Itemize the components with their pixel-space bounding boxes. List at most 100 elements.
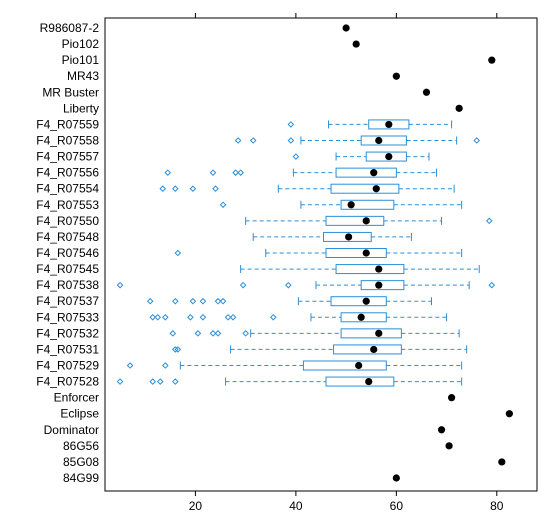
median-dot [362, 249, 370, 257]
box-f4_r07550 [245, 215, 493, 226]
outlier-point [214, 330, 222, 337]
category-label: F4_R07537 [36, 294, 99, 308]
category-label: R986087-2 [40, 21, 100, 35]
category-label: Pio101 [62, 53, 100, 67]
data-point-eclipse [505, 410, 513, 418]
category-label: 86G56 [63, 439, 99, 453]
category-label: 84G99 [63, 471, 99, 485]
outlier-point [212, 185, 219, 193]
data-point-mr43 [392, 72, 400, 80]
box-rect [335, 264, 405, 275]
outlier-point [172, 346, 179, 353]
median-dot [355, 361, 363, 370]
category-label: F4_R07531 [36, 342, 99, 356]
category-label: F4_R07557 [36, 150, 99, 164]
outlier-point [146, 297, 154, 305]
outlier-point [189, 297, 197, 305]
outlier-point [161, 362, 169, 369]
category-label: F4_R07546 [36, 246, 99, 260]
outlier-point [174, 249, 182, 257]
axes: 20 40 60 80 [104, 13, 538, 513]
outlier-point [199, 313, 207, 321]
outlier-point [232, 169, 239, 176]
box-f4_r07558 [234, 135, 481, 146]
data-point-85g08 [498, 458, 506, 466]
outlier-point [229, 313, 237, 321]
data-point-86g56 [445, 442, 453, 450]
data-point-dominator [437, 426, 446, 434]
box-f4_r07528 [116, 376, 463, 387]
box-f4_r07533 [149, 312, 448, 323]
outlier-point [174, 346, 182, 353]
median-dot [385, 120, 393, 129]
outlier-point [224, 313, 232, 321]
outlier-point [116, 281, 124, 289]
category-label: F4_R07554 [36, 182, 99, 196]
outlier-point [194, 330, 202, 337]
median-dot [375, 329, 383, 337]
box-rect [330, 183, 400, 194]
box-rect [330, 296, 387, 307]
category-label: F4_R07550 [36, 214, 99, 228]
data-point-84g99 [392, 474, 400, 482]
outlier-point [156, 378, 164, 385]
box-rect [302, 360, 387, 371]
box-f4_r07538 [116, 280, 496, 291]
outlier-point [269, 313, 277, 321]
outlier-point [149, 313, 157, 321]
median-dot [385, 152, 393, 161]
data-point-pio101 [488, 56, 496, 64]
x-tick-label: 40 [289, 499, 303, 513]
median-dot [345, 233, 353, 241]
box-rect [335, 167, 397, 178]
outlier-point [249, 137, 257, 144]
category-label: F4_R07528 [36, 375, 99, 389]
category-label: 85G08 [63, 455, 99, 469]
x-tick-label: 80 [490, 499, 504, 513]
median-dot [362, 297, 370, 305]
outlier-point [159, 185, 167, 193]
box-f4_r07532 [169, 328, 460, 339]
category-label: Liberty [63, 101, 99, 115]
box-f4_r07557 [292, 151, 430, 162]
outlier-point [172, 297, 179, 305]
data-point-r986087-2 [342, 24, 350, 32]
box-f4_r07545 [240, 264, 480, 275]
category-label: F4_R07532 [36, 326, 99, 340]
category-label: F4_R07538 [36, 278, 99, 292]
box-rect [325, 215, 385, 226]
data-point-pio102 [352, 40, 360, 48]
category-label: F4_R07559 [36, 117, 99, 131]
category-label: F4_R07529 [36, 359, 99, 373]
median-dot [375, 136, 383, 145]
category-label: MR43 [67, 69, 99, 83]
category-label: Eclipse [60, 407, 99, 421]
box-rect [325, 248, 387, 258]
box-f4_r07553 [219, 199, 463, 210]
outlier-point [234, 137, 242, 144]
median-dot [347, 201, 355, 209]
median-dot [370, 169, 378, 177]
outlier-point [237, 169, 244, 176]
box-f4_r07556 [164, 167, 438, 178]
outlier-point [154, 313, 162, 321]
outlier-point [187, 313, 194, 321]
category-label: Enforcer [54, 391, 99, 405]
median-dot [365, 377, 373, 386]
category-label: F4_R07545 [36, 262, 99, 276]
data-point-mr-buster [422, 88, 431, 96]
outlier-point [172, 185, 179, 193]
outlier-point [172, 378, 179, 385]
category-label: F4_R07556 [36, 166, 99, 180]
outlier-point [161, 313, 169, 321]
x-tick-label: 60 [390, 499, 404, 513]
box-f4_r07529 [126, 360, 463, 371]
outlier-point [285, 281, 292, 289]
box-f4_r07546 [174, 248, 463, 258]
outlier-point [199, 297, 207, 305]
outlier-point [214, 297, 222, 305]
category-label: F4_R07553 [36, 198, 99, 212]
category-labels: R986087-2 Pio102 Pio101 MR43 MR Buster Libert… [36, 21, 99, 485]
outlier-point [239, 281, 247, 289]
